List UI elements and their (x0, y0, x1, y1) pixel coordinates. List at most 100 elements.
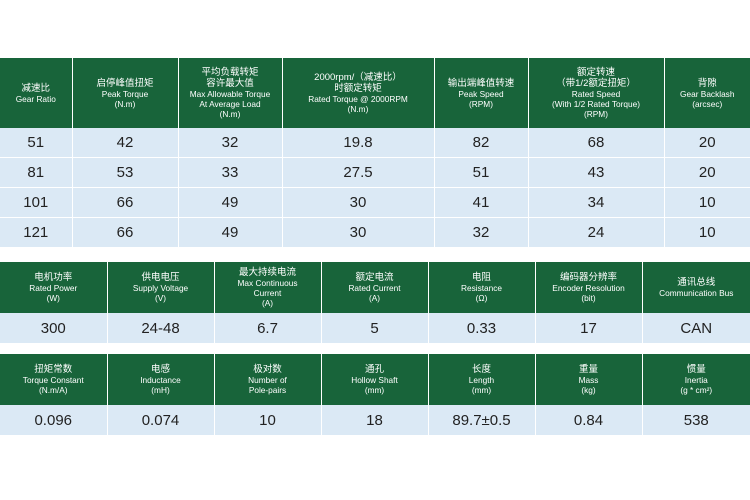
table-cell: 6.7 (214, 313, 322, 344)
header-label-zh: 重量 (578, 364, 598, 375)
header-label-en: (N.m/A) (38, 385, 68, 395)
header-label-en: (Ω) (475, 293, 488, 303)
header-label-en: Length (468, 375, 495, 385)
table-cell: 53 (72, 157, 179, 188)
table-cell: 30 (282, 187, 435, 218)
header-label-en: Rated Torque @ 2000RPM (308, 94, 408, 104)
header-label-en: (mH) (151, 385, 170, 395)
header-label-en: Rated Current (348, 283, 401, 293)
header-label-en: Pole-pairs (248, 385, 287, 395)
table-cell: 300 (0, 313, 108, 344)
column-header: 背隙 Gear Backlash (arcsec) (664, 58, 750, 128)
header-label-zh: 时额定转矩 (334, 83, 382, 94)
table-cell: 538 (642, 405, 750, 436)
header-label-zh: 电感 (150, 364, 170, 375)
header-label-en: (bit) (581, 293, 596, 303)
header-label-en: Max Continuous (237, 278, 298, 288)
header-label-en: (g * cm²) (680, 385, 713, 395)
header-label-en: Rated Power (29, 283, 78, 293)
header-label-en: Peak Torque (101, 88, 149, 99)
header-label-en: Inductance (140, 375, 181, 385)
column-header: 电阻 Resistance (Ω) (428, 262, 536, 313)
header-label-zh: 额定电流 (355, 272, 394, 283)
header-label-zh: 额定转速 (576, 67, 615, 78)
column-header: 通孔 Hollow Shaft (mm) (321, 354, 429, 405)
header-label-en: Number of (248, 375, 287, 385)
header-label-en: (With 1/2 Rated Torque) (552, 99, 640, 109)
header-label-zh: 容许最大值 (206, 78, 254, 89)
column-header: 供电电压 Supply Voltage (V) (107, 262, 215, 313)
table-cell: 0.096 (0, 405, 108, 436)
table-row: 51 42 32 19.8 82 68 20 (0, 128, 750, 158)
table-cell: 10 (664, 217, 750, 248)
table-cell: 81 (0, 157, 73, 188)
column-header: 编码器分辨率 Encoder Resolution (bit) (535, 262, 643, 313)
table-body: 51 42 32 19.8 82 68 20 81 53 33 27.5 51 43 20 101 66 49 3… (0, 128, 750, 248)
table-cell: 66 (72, 187, 179, 218)
column-header: 通讯总线 Communication Bus (642, 262, 750, 313)
table-cell: 33 (178, 157, 283, 188)
header-label-zh: 平均负载转矩 (201, 67, 259, 78)
table-cell: 121 (0, 217, 73, 248)
header-label-en: At Average Load (199, 99, 261, 109)
header-label-en: Current (253, 288, 282, 298)
header-label-zh: 电阻 (471, 272, 491, 283)
table-cell: 49 (178, 187, 283, 218)
gear-spec-table: 减速比 Gear Ratio 启停峰值扭矩 Peak Torque (N.m) 平均负载转… (0, 58, 750, 248)
header-label-en: Peak Speed (458, 88, 504, 99)
header-label-en: (mm) (471, 385, 492, 395)
table-cell: 32 (178, 128, 283, 158)
table-cell: 34 (528, 187, 665, 218)
header-label-zh: 启停峰值扭矩 (96, 77, 154, 89)
header-label-en: Hollow Shaft (351, 375, 398, 385)
column-header: 2000rpm/（减速比） 时额定转矩 Rated Torque @ 2000RPM… (282, 58, 435, 128)
header-label-en: (A) (261, 298, 274, 308)
header-label-en: Gear Backlash (680, 88, 735, 99)
header-label-en: (N.m) (114, 98, 136, 109)
header-label-zh: 编码器分辨率 (559, 272, 617, 283)
table-cell: 0.074 (107, 405, 215, 436)
column-header: 输出端峰值转速 Peak Speed (RPM) (434, 58, 529, 128)
header-label-en: Gear Ratio (15, 93, 56, 104)
table-cell: 51 (0, 128, 73, 158)
table-row: 81 53 33 27.5 51 43 20 (0, 157, 750, 188)
header-label-zh: 长度 (471, 364, 491, 375)
table-row: 101 66 49 30 41 34 10 (0, 187, 750, 218)
header-label-en: Communication Bus (659, 288, 734, 298)
table-cell: 30 (282, 217, 435, 248)
table-row: 300 24-48 6.7 5 0.33 17 CAN (0, 313, 750, 344)
header-label-zh: （带1/2额定扭矩） (556, 78, 636, 89)
table-cell: 32 (434, 217, 529, 248)
table-cell: 10 (664, 187, 750, 218)
header-label-en: Supply Voltage (132, 283, 189, 293)
column-header: 电感 Inductance (mH) (107, 354, 215, 405)
table-row: 121 66 49 30 32 24 10 (0, 217, 750, 248)
table-cell: 5 (321, 313, 429, 344)
header-label-zh: 极对数 (253, 364, 282, 375)
header-label-en: Mass (578, 375, 599, 385)
motor-electrical-spec-table: 电机功率 Rated Power (W) 供电电压 Supply Voltage (V) 最… (0, 262, 750, 344)
header-label-en: Resistance (460, 283, 503, 293)
table-cell: 89.7±0.5 (428, 405, 536, 436)
header-label-zh: 扭矩常数 (34, 364, 73, 375)
table-body: 300 24-48 6.7 5 0.33 17 CAN (0, 313, 750, 344)
column-header: 长度 Length (mm) (428, 354, 536, 405)
header-label-zh: 通讯总线 (677, 277, 716, 288)
table-cell: 41 (434, 187, 529, 218)
table-cell: 66 (72, 217, 179, 248)
table-cell: 27.5 (282, 157, 435, 188)
table-cell: 18 (321, 405, 429, 436)
header-label-zh: 供电电压 (141, 272, 180, 283)
column-header: 重量 Mass (kg) (535, 354, 643, 405)
header-label-en: Inertia (684, 375, 708, 385)
column-header: 惯量 Inertia (g * cm²) (642, 354, 750, 405)
table-header-row: 扭矩常数 Torque Constant (N.m/A) 电感 Inductance (m… (0, 354, 750, 405)
column-header: 极对数 Number of Pole-pairs (214, 354, 322, 405)
table-header-row: 减速比 Gear Ratio 启停峰值扭矩 Peak Torque (N.m) 平均负载转… (0, 58, 750, 128)
header-label-en: (N.m) (347, 104, 369, 114)
table-cell: 0.33 (428, 313, 536, 344)
table-cell: 49 (178, 217, 283, 248)
column-header: 电机功率 Rated Power (W) (0, 262, 108, 313)
header-label-zh: 通孔 (364, 364, 384, 375)
table-cell: 51 (434, 157, 529, 188)
